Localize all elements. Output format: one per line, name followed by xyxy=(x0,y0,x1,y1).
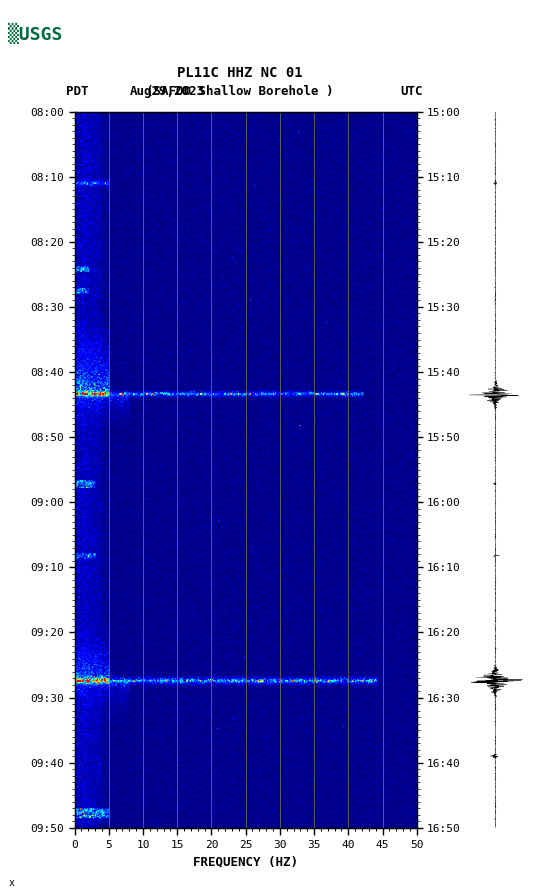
Text: UTC: UTC xyxy=(400,86,422,98)
Text: (SAFOD Shallow Borehole ): (SAFOD Shallow Borehole ) xyxy=(146,86,334,98)
Text: Aug29,2023: Aug29,2023 xyxy=(130,86,205,98)
Text: PL11C HHZ NC 01: PL11C HHZ NC 01 xyxy=(177,66,303,80)
X-axis label: FREQUENCY (HZ): FREQUENCY (HZ) xyxy=(193,855,298,868)
Text: x: x xyxy=(8,878,14,888)
Text: PDT: PDT xyxy=(66,86,89,98)
Text: ▒USGS: ▒USGS xyxy=(8,23,63,45)
